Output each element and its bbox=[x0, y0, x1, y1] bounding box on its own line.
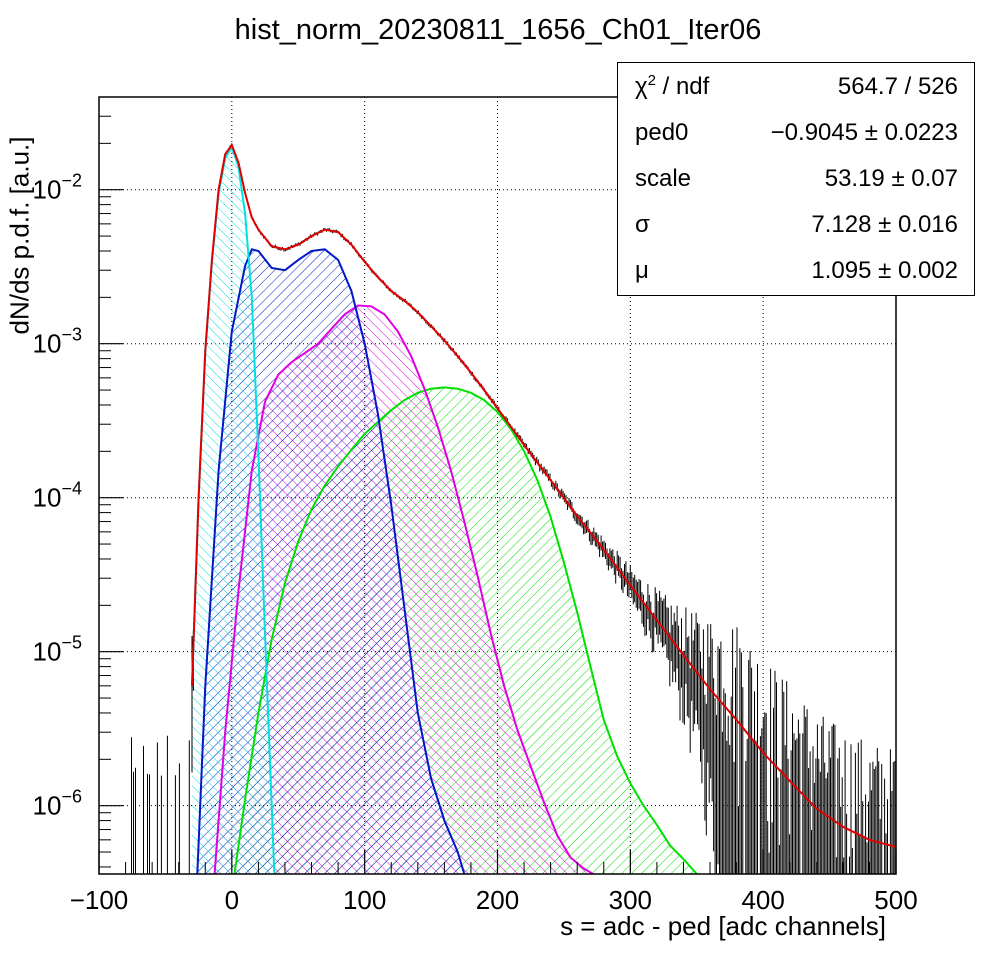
y-tick-label: 10−4 bbox=[33, 479, 82, 513]
curve-total bbox=[191, 142, 896, 848]
stats-value: 7.128 ± 0.016 bbox=[811, 211, 958, 238]
x-axis-label: s = adc - ped [adc channels] bbox=[560, 911, 886, 941]
component-fills bbox=[192, 146, 697, 874]
curve-n3 bbox=[233, 386, 698, 874]
component-fill-n0 bbox=[192, 146, 275, 874]
y-tick-label: 10−5 bbox=[33, 633, 82, 667]
stats-name-sup: 2 bbox=[647, 72, 656, 89]
curve-n1 bbox=[196, 248, 466, 874]
stats-row-scale: scale 53.19 ± 0.07 bbox=[618, 155, 974, 201]
stats-row-chi2: χ2 / ndf 564.7 / 526 bbox=[618, 63, 974, 109]
curve-n2 bbox=[213, 304, 594, 874]
stats-name: μ bbox=[635, 257, 649, 284]
fit-stats-box: χ2 / ndf 564.7 / 526 ped0 −0.9045 ± 0.02… bbox=[617, 62, 975, 296]
x-tick-label: 400 bbox=[741, 885, 784, 915]
stats-name: χ bbox=[635, 73, 648, 100]
y-tick-label: 10−2 bbox=[33, 171, 82, 205]
stats-row-mu: μ 1.095 ± 0.002 bbox=[618, 247, 974, 293]
stats-row-sigma: σ 7.128 ± 0.016 bbox=[618, 201, 974, 247]
x-tick-label: 200 bbox=[476, 885, 519, 915]
y-axis-label: dN/ds p.d.f. [a.u.] bbox=[4, 136, 35, 335]
x-tick-label: −100 bbox=[70, 885, 129, 915]
stats-name: ped0 bbox=[635, 119, 689, 146]
axis-ticks bbox=[98, 96, 897, 874]
stats-value: 1.095 ± 0.002 bbox=[811, 257, 958, 284]
stats-name: scale bbox=[635, 165, 692, 192]
x-tick-label: 100 bbox=[343, 885, 386, 915]
stats-value: 564.7 / 526 bbox=[837, 73, 958, 100]
y-tick-label: 10−6 bbox=[33, 787, 82, 821]
stats-value: 53.19 ± 0.07 bbox=[824, 165, 958, 192]
x-tick-label: 500 bbox=[874, 885, 917, 915]
fit-curves bbox=[191, 142, 896, 874]
x-tick-label: 300 bbox=[609, 885, 652, 915]
stats-name: σ bbox=[635, 211, 650, 238]
stats-value: −0.9045 ± 0.0223 bbox=[770, 119, 958, 146]
tick-labels: −100 0 100 200 300 400 500 10−6 10−5 10−4 10−3 10−2 bbox=[33, 171, 918, 915]
stats-row-ped0: ped0 −0.9045 ± 0.0223 bbox=[618, 109, 974, 155]
stats-name-rest: / ndf bbox=[655, 73, 710, 100]
x-tick-label: 0 bbox=[225, 885, 239, 915]
chart-title: hist_norm_20230811_1656_Ch01_Iter06 bbox=[234, 14, 762, 46]
y-tick-label: 10−3 bbox=[33, 325, 82, 359]
